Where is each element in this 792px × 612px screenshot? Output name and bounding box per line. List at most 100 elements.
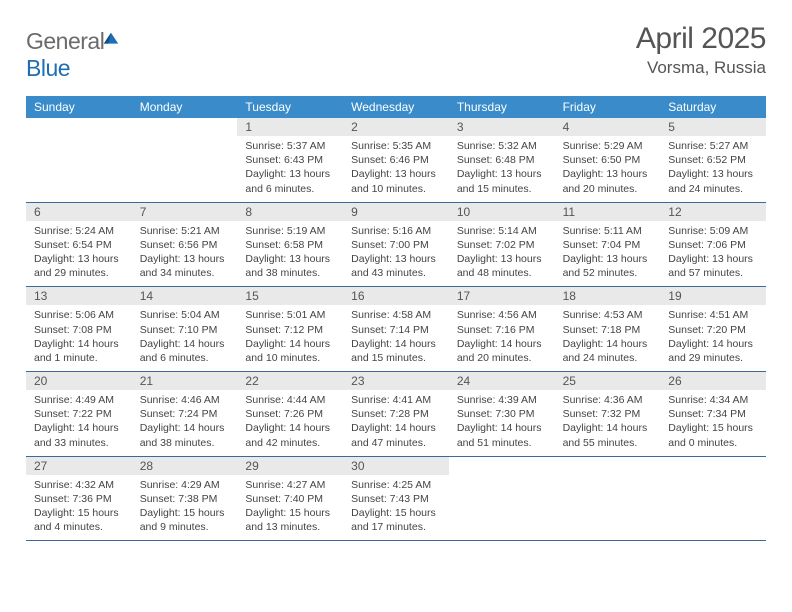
day-number: 11 <box>555 203 661 221</box>
day-cell <box>660 457 766 541</box>
day-cell: 20Sunrise: 4:49 AMSunset: 7:22 PMDayligh… <box>26 372 132 456</box>
daylight-text: Daylight: 15 hours and 0 minutes. <box>668 421 758 449</box>
day-number: 17 <box>449 287 555 305</box>
day-details: Sunrise: 5:21 AMSunset: 6:56 PMDaylight:… <box>132 221 238 287</box>
daylight-text: Daylight: 14 hours and 20 minutes. <box>457 337 547 365</box>
day-cell: 30Sunrise: 4:25 AMSunset: 7:43 PMDayligh… <box>343 457 449 541</box>
sunrise-text: Sunrise: 4:53 AM <box>563 308 653 322</box>
day-details: Sunrise: 4:49 AMSunset: 7:22 PMDaylight:… <box>26 390 132 456</box>
sunset-text: Sunset: 7:08 PM <box>34 323 124 337</box>
day-details: Sunrise: 4:34 AMSunset: 7:34 PMDaylight:… <box>660 390 766 456</box>
day-cell: 13Sunrise: 5:06 AMSunset: 7:08 PMDayligh… <box>26 287 132 371</box>
day-details: Sunrise: 4:46 AMSunset: 7:24 PMDaylight:… <box>132 390 238 456</box>
sunrise-text: Sunrise: 4:34 AM <box>668 393 758 407</box>
month-title: April 2025 <box>636 22 766 56</box>
sunrise-text: Sunrise: 5:19 AM <box>245 224 335 238</box>
day-details: Sunrise: 5:35 AMSunset: 6:46 PMDaylight:… <box>343 136 449 202</box>
weekday-header: Tuesday <box>237 96 343 118</box>
sunrise-text: Sunrise: 4:27 AM <box>245 478 335 492</box>
day-number: 18 <box>555 287 661 305</box>
daylight-text: Daylight: 13 hours and 6 minutes. <box>245 167 335 195</box>
day-cell: 7Sunrise: 5:21 AMSunset: 6:56 PMDaylight… <box>132 203 238 287</box>
day-details: Sunrise: 5:37 AMSunset: 6:43 PMDaylight:… <box>237 136 343 202</box>
day-cell: 17Sunrise: 4:56 AMSunset: 7:16 PMDayligh… <box>449 287 555 371</box>
week-row: 6Sunrise: 5:24 AMSunset: 6:54 PMDaylight… <box>26 203 766 288</box>
week-row: 27Sunrise: 4:32 AMSunset: 7:36 PMDayligh… <box>26 457 766 542</box>
day-cell: 14Sunrise: 5:04 AMSunset: 7:10 PMDayligh… <box>132 287 238 371</box>
weekday-header: Friday <box>555 96 661 118</box>
sunset-text: Sunset: 6:46 PM <box>351 153 441 167</box>
sunset-text: Sunset: 7:24 PM <box>140 407 230 421</box>
brand-part2: Blue <box>26 55 70 81</box>
daylight-text: Daylight: 13 hours and 34 minutes. <box>140 252 230 280</box>
day-number: 1 <box>237 118 343 136</box>
sunrise-text: Sunrise: 5:16 AM <box>351 224 441 238</box>
day-details: Sunrise: 5:16 AMSunset: 7:00 PMDaylight:… <box>343 221 449 287</box>
daylight-text: Daylight: 13 hours and 10 minutes. <box>351 167 441 195</box>
sunrise-text: Sunrise: 5:37 AM <box>245 139 335 153</box>
day-details: Sunrise: 4:39 AMSunset: 7:30 PMDaylight:… <box>449 390 555 456</box>
daylight-text: Daylight: 13 hours and 38 minutes. <box>245 252 335 280</box>
day-cell: 3Sunrise: 5:32 AMSunset: 6:48 PMDaylight… <box>449 118 555 202</box>
sunrise-text: Sunrise: 4:32 AM <box>34 478 124 492</box>
day-number: 14 <box>132 287 238 305</box>
daylight-text: Daylight: 14 hours and 6 minutes. <box>140 337 230 365</box>
day-number: 22 <box>237 372 343 390</box>
sunset-text: Sunset: 6:58 PM <box>245 238 335 252</box>
daylight-text: Daylight: 14 hours and 55 minutes. <box>563 421 653 449</box>
day-details: Sunrise: 4:36 AMSunset: 7:32 PMDaylight:… <box>555 390 661 456</box>
day-details: Sunrise: 5:24 AMSunset: 6:54 PMDaylight:… <box>26 221 132 287</box>
sunset-text: Sunset: 7:22 PM <box>34 407 124 421</box>
day-number: 7 <box>132 203 238 221</box>
day-cell: 25Sunrise: 4:36 AMSunset: 7:32 PMDayligh… <box>555 372 661 456</box>
day-number <box>555 457 661 475</box>
day-cell <box>449 457 555 541</box>
sunset-text: Sunset: 7:26 PM <box>245 407 335 421</box>
day-cell: 15Sunrise: 5:01 AMSunset: 7:12 PMDayligh… <box>237 287 343 371</box>
daylight-text: Daylight: 15 hours and 9 minutes. <box>140 506 230 534</box>
brand-part1: General <box>26 28 104 54</box>
sunrise-text: Sunrise: 5:32 AM <box>457 139 547 153</box>
day-details: Sunrise: 4:41 AMSunset: 7:28 PMDaylight:… <box>343 390 449 456</box>
day-number: 26 <box>660 372 766 390</box>
sunrise-text: Sunrise: 5:24 AM <box>34 224 124 238</box>
location-label: Vorsma, Russia <box>636 58 766 78</box>
page-header: GeneralBlue April 2025 Vorsma, Russia <box>26 22 766 82</box>
sunrise-text: Sunrise: 4:29 AM <box>140 478 230 492</box>
daylight-text: Daylight: 14 hours and 10 minutes. <box>245 337 335 365</box>
daylight-text: Daylight: 15 hours and 13 minutes. <box>245 506 335 534</box>
day-number: 10 <box>449 203 555 221</box>
day-details: Sunrise: 5:06 AMSunset: 7:08 PMDaylight:… <box>26 305 132 371</box>
sunset-text: Sunset: 7:14 PM <box>351 323 441 337</box>
sunrise-text: Sunrise: 5:14 AM <box>457 224 547 238</box>
sunset-text: Sunset: 6:43 PM <box>245 153 335 167</box>
day-number <box>132 118 238 136</box>
day-cell: 16 Sunrise: 4:58 AMSunset: 7:14 PMDayligh… <box>343 287 449 371</box>
daylight-text: Daylight: 13 hours and 48 minutes. <box>457 252 547 280</box>
day-details: Sunrise: 4:53 AMSunset: 7:18 PMDaylight:… <box>555 305 661 371</box>
daylight-text: Daylight: 14 hours and 42 minutes. <box>245 421 335 449</box>
sunset-text: Sunset: 7:06 PM <box>668 238 758 252</box>
day-details: Sunrise: 5:11 AMSunset: 7:04 PMDaylight:… <box>555 221 661 287</box>
daylight-text: Daylight: 14 hours and 15 minutes. <box>351 337 441 365</box>
day-number: 3 <box>449 118 555 136</box>
day-cell: 23Sunrise: 4:41 AMSunset: 7:28 PMDayligh… <box>343 372 449 456</box>
day-details: Sunrise: 4:32 AMSunset: 7:36 PMDaylight:… <box>26 475 132 541</box>
day-cell: 26Sunrise: 4:34 AMSunset: 7:34 PMDayligh… <box>660 372 766 456</box>
sunset-text: Sunset: 7:18 PM <box>563 323 653 337</box>
daylight-text: Daylight: 15 hours and 17 minutes. <box>351 506 441 534</box>
sunrise-text: Sunrise: 4:44 AM <box>245 393 335 407</box>
day-cell: 9Sunrise: 5:16 AMSunset: 7:00 PMDaylight… <box>343 203 449 287</box>
sunrise-text: Sunrise: 4:25 AM <box>351 478 441 492</box>
day-details: Sunrise: 5:27 AMSunset: 6:52 PMDaylight:… <box>660 136 766 202</box>
sunset-text: Sunset: 6:54 PM <box>34 238 124 252</box>
day-details: Sunrise: 5:19 AMSunset: 6:58 PMDaylight:… <box>237 221 343 287</box>
weekday-header: Thursday <box>449 96 555 118</box>
weekday-header-row: Sunday Monday Tuesday Wednesday Thursday… <box>26 96 766 118</box>
daylight-text: Daylight: 14 hours and 33 minutes. <box>34 421 124 449</box>
day-number <box>449 457 555 475</box>
day-details: Sunrise: 5:29 AMSunset: 6:50 PMDaylight:… <box>555 136 661 202</box>
day-cell: 11Sunrise: 5:11 AMSunset: 7:04 PMDayligh… <box>555 203 661 287</box>
day-number: 16 <box>343 287 449 305</box>
sunrise-text: Sunrise: 4:58 AM <box>351 308 441 322</box>
